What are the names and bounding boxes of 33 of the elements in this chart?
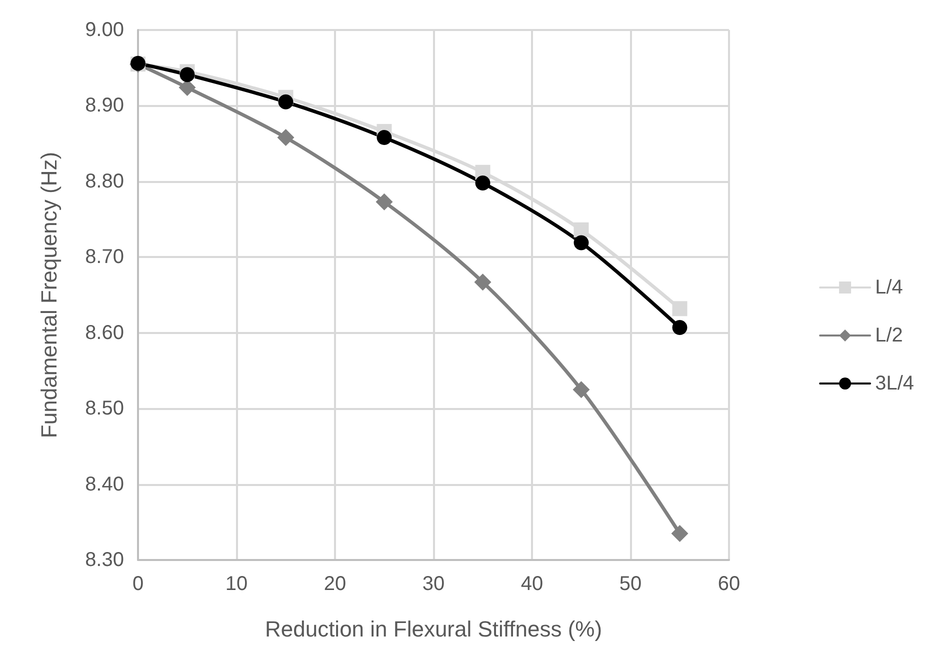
y-tick-label: 8.30: [85, 549, 124, 571]
y-tick-label: 8.80: [85, 170, 124, 192]
legend-label: L/4: [875, 276, 903, 298]
y-axis-title: Fundamental Frequency (Hz): [36, 152, 62, 438]
point: [671, 525, 688, 542]
point: [672, 301, 688, 316]
x-axis-title: Reduction in Flexural Stiffness (%): [264, 616, 602, 642]
legend-label: 3L/4: [875, 372, 914, 394]
y-tick-label: 8.50: [85, 398, 124, 420]
point: [574, 222, 589, 238]
point: [376, 193, 393, 210]
x-tick-label: 60: [718, 573, 740, 595]
point: [474, 274, 492, 291]
y-tick-label: 8.70: [85, 246, 124, 268]
point: [672, 320, 688, 336]
point: [376, 130, 392, 146]
y-tick-label: 8.40: [85, 473, 124, 496]
legend-label: L/2: [875, 324, 903, 346]
point: [180, 67, 195, 82]
point: [572, 381, 590, 398]
y-tick-label: 8.60: [85, 322, 124, 344]
x-tick-label: 0: [132, 573, 144, 595]
x-tick-label: 40: [520, 573, 544, 595]
x-tick-label: 20: [324, 573, 346, 595]
point: [277, 129, 294, 146]
x-tick-label: 50: [619, 573, 642, 595]
x-tick-label: 30: [422, 573, 445, 595]
point: [278, 94, 294, 110]
y-tick-label: 8.90: [85, 94, 124, 117]
y-tick-label: 9.00: [85, 19, 124, 41]
point: [574, 235, 589, 250]
x-tick-label: 10: [225, 573, 248, 595]
point: [475, 175, 490, 190]
